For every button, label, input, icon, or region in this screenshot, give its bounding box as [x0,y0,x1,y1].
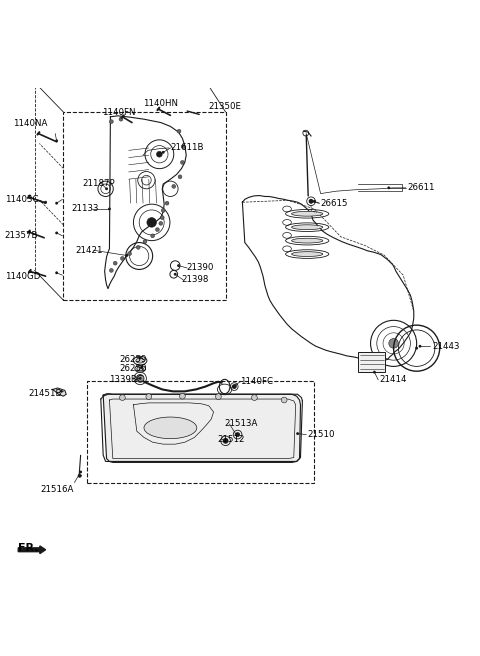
Text: 21187P: 21187P [83,178,115,188]
Circle shape [143,239,147,243]
Circle shape [223,438,228,443]
Circle shape [140,366,143,369]
Circle shape [172,184,176,188]
Circle shape [156,152,162,157]
Circle shape [162,151,165,154]
Circle shape [139,356,142,359]
Circle shape [151,234,155,237]
Circle shape [139,377,142,380]
Bar [358,352,385,372]
Circle shape [147,218,156,227]
Text: 26611: 26611 [407,183,434,192]
Circle shape [174,273,177,276]
Circle shape [177,129,181,133]
Bar [87,380,314,483]
Circle shape [119,117,123,121]
Circle shape [156,228,159,232]
Circle shape [389,338,398,348]
Text: 21421: 21421 [76,246,103,255]
Circle shape [55,232,58,234]
Circle shape [181,144,185,148]
Text: 1140FN: 1140FN [102,108,136,117]
Circle shape [160,216,164,220]
Circle shape [79,470,82,474]
Text: FR.: FR. [18,543,39,553]
Text: 26615: 26615 [321,199,348,208]
Circle shape [120,256,124,260]
Text: 21390: 21390 [186,264,214,272]
Polygon shape [103,394,300,462]
Circle shape [180,161,184,164]
Text: 21512: 21512 [217,435,244,444]
Circle shape [146,394,152,400]
Circle shape [180,394,185,399]
Circle shape [415,347,418,350]
Text: 21414: 21414 [379,375,407,384]
Circle shape [419,345,421,348]
Circle shape [105,188,108,190]
Circle shape [313,200,316,203]
Text: 26250: 26250 [119,364,146,373]
Circle shape [387,186,390,190]
Circle shape [252,395,257,400]
Text: 1140GD: 1140GD [5,272,40,281]
Circle shape [235,433,238,436]
Text: 1140HN: 1140HN [144,99,178,108]
Ellipse shape [291,238,323,243]
Circle shape [120,395,125,400]
Ellipse shape [291,252,323,256]
Text: 21451B: 21451B [29,390,62,398]
Text: 21357B: 21357B [5,232,38,240]
Circle shape [281,397,287,403]
Circle shape [177,264,180,267]
Circle shape [136,375,144,382]
Text: 21443: 21443 [432,342,459,351]
Circle shape [159,222,163,225]
Circle shape [55,272,58,274]
Circle shape [109,268,113,272]
Polygon shape [53,388,66,396]
Circle shape [234,384,237,387]
Circle shape [60,390,63,393]
Text: 21516A: 21516A [40,485,73,495]
Text: 21350E: 21350E [209,102,242,111]
Circle shape [296,432,299,435]
Ellipse shape [291,211,323,216]
Circle shape [309,199,313,203]
Circle shape [373,371,376,374]
Text: 1140NA: 1140NA [13,119,48,128]
Ellipse shape [137,367,144,371]
Bar [63,112,226,300]
Text: 21513A: 21513A [225,419,258,428]
Circle shape [178,175,182,178]
Text: 21611B: 21611B [170,144,204,152]
Circle shape [113,261,117,265]
Text: 21133: 21133 [71,205,98,213]
Circle shape [216,394,221,400]
Circle shape [55,202,58,205]
Ellipse shape [136,358,144,363]
Circle shape [55,139,58,142]
Circle shape [165,201,169,205]
Circle shape [235,432,240,437]
Circle shape [78,474,82,478]
Circle shape [161,209,165,213]
Text: 1339BC: 1339BC [109,375,143,384]
Circle shape [232,384,237,389]
Circle shape [125,254,128,257]
Circle shape [108,207,111,211]
Ellipse shape [291,225,323,230]
Ellipse shape [144,417,197,439]
Circle shape [128,252,132,256]
Circle shape [136,245,140,249]
Text: 21510: 21510 [307,430,335,439]
Text: 26259: 26259 [119,355,146,363]
Circle shape [44,201,47,203]
Text: 1140FC: 1140FC [240,377,273,386]
Circle shape [109,119,113,123]
Text: 21398: 21398 [181,276,209,285]
Text: 11403C: 11403C [5,195,38,204]
FancyArrow shape [18,546,46,554]
Circle shape [225,440,228,442]
